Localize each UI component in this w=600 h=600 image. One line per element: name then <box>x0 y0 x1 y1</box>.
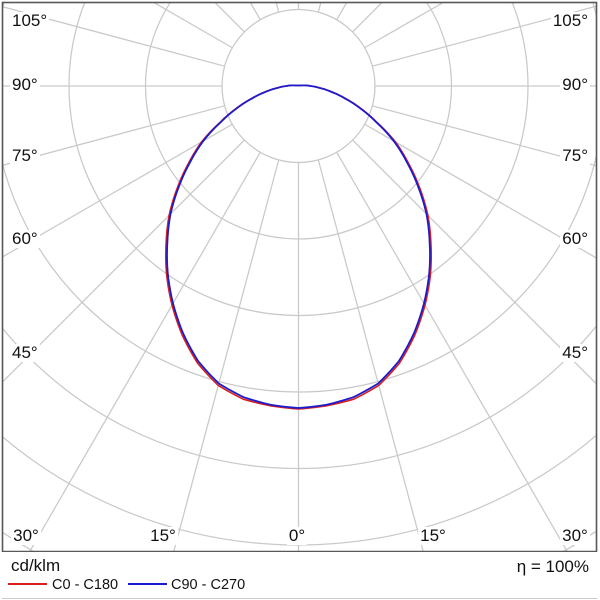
angle-label-bottom: 15° <box>418 526 448 545</box>
legend-strip: cd/klm C0 - C180 C90 - C270 η = 100% <box>0 552 600 598</box>
angle-label-right: 90° <box>560 75 590 94</box>
angle-label-bottom: 15° <box>148 526 178 545</box>
grid-spoke <box>372 5 597 67</box>
grid-spoke <box>2 123 233 258</box>
grid-spoke <box>372 105 597 167</box>
legend-line-c0-c180 <box>8 583 47 585</box>
legend-label-c0-c180: C0 - C180 <box>52 577 119 593</box>
efficiency-label: η = 100% <box>516 557 589 576</box>
grid-spoke <box>336 151 568 552</box>
angle-label-right: 45° <box>560 343 590 362</box>
grid-ring <box>2 2 597 393</box>
grid-spoke <box>2 6 225 67</box>
angle-label-left: 90° <box>10 75 40 94</box>
angle-label-left: 60° <box>10 229 40 248</box>
grid-spoke <box>364 123 597 259</box>
angle-label-right: 75° <box>560 146 590 165</box>
angle-label-bottom: 30° <box>11 526 41 545</box>
grid-spoke <box>317 159 424 552</box>
angle-label-left: 75° <box>10 146 40 165</box>
grid-ring <box>2 324 597 470</box>
grid-spoke <box>2 139 245 383</box>
angle-label-bottom: 0° <box>286 526 308 545</box>
legend-line-c90-c270 <box>128 583 167 585</box>
unit-label: cd/klm <box>11 556 61 575</box>
legend-label-c90-c270: C90 - C270 <box>171 577 246 593</box>
grid-spoke <box>29 151 261 552</box>
grid-spoke <box>2 105 225 166</box>
angle-label-left: 105° <box>10 11 50 30</box>
angle-label-right: 60° <box>560 229 590 248</box>
angle-label-bottom: 30° <box>560 526 590 545</box>
curve-c90-c270 <box>166 84 431 409</box>
angle-label-right: 105° <box>550 11 590 30</box>
grid-spoke <box>173 159 280 552</box>
grid-ring <box>2 434 597 546</box>
angle-label-left: 45° <box>10 343 40 362</box>
distribution-curves <box>164 84 433 410</box>
grid-spoke <box>352 139 597 385</box>
